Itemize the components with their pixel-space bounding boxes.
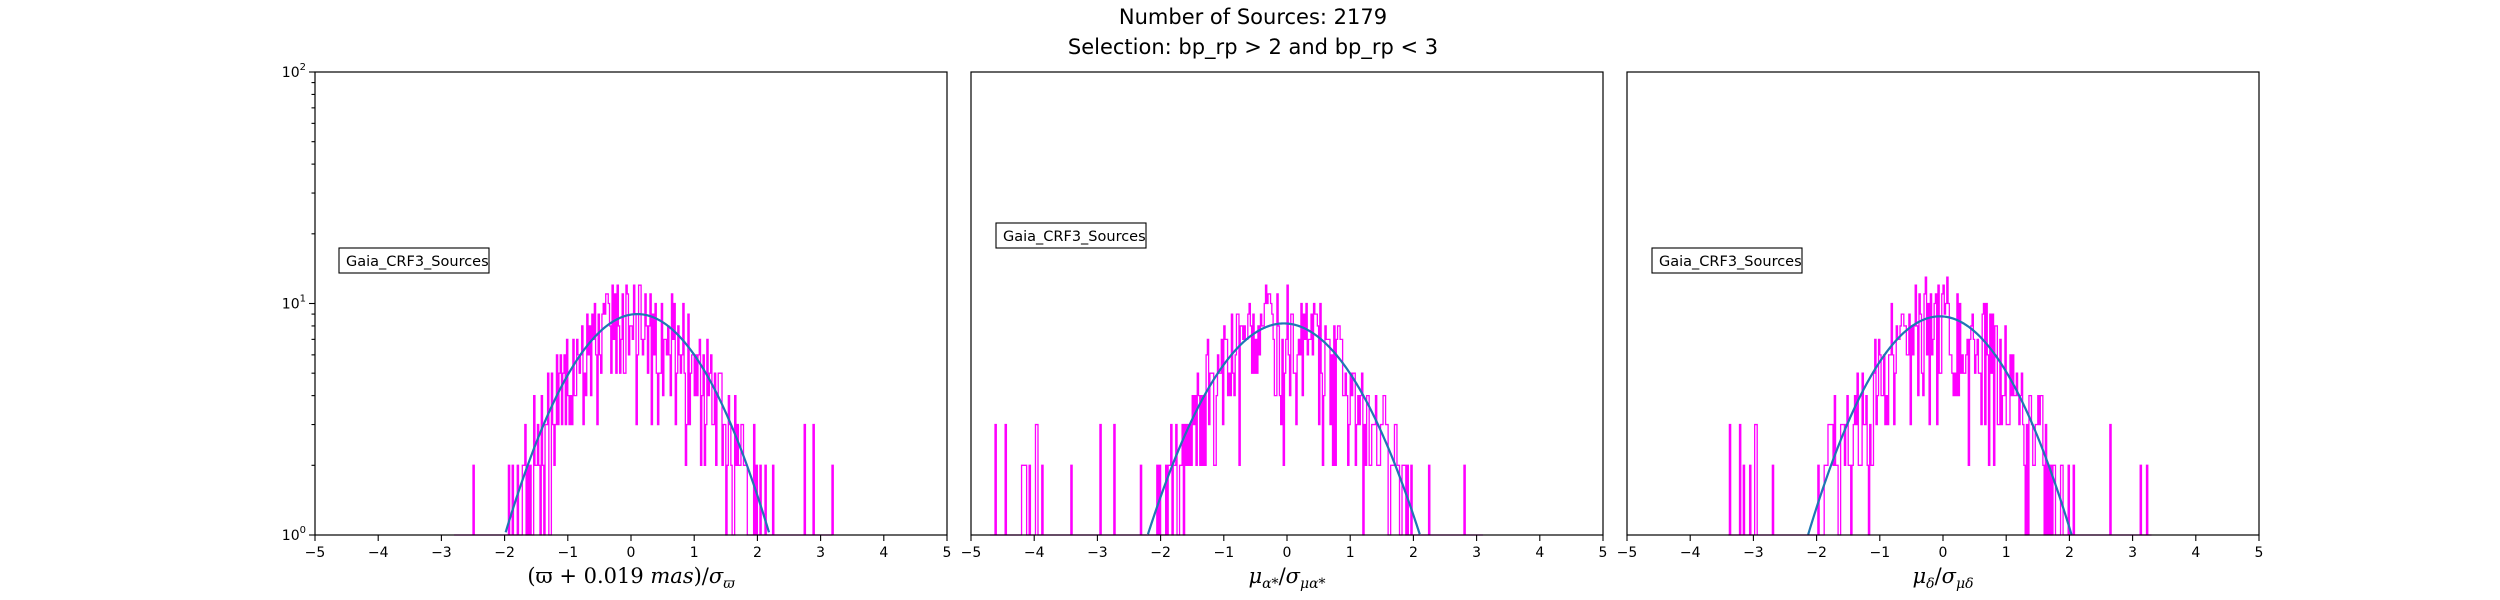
x-tick-label: −4 — [1024, 545, 1045, 561]
x-tick-label: −1 — [1869, 545, 1890, 561]
legend-label: Gaia_CRF3_Sources — [1659, 254, 1802, 270]
x-tick-label: 1 — [690, 545, 699, 561]
x-tick-label: −2 — [1150, 545, 1171, 561]
x-tick-label: −1 — [1213, 545, 1234, 561]
x-tick-label: 5 — [943, 545, 952, 561]
x-tick-label: −4 — [1680, 545, 1701, 561]
x-tick-label: 0 — [627, 545, 636, 561]
x-tick-label: 4 — [879, 545, 888, 561]
legend: Gaia_CRF3_Sources — [338, 247, 490, 274]
y-tick-label: 102 — [282, 62, 306, 81]
x-tick-label: 2 — [2065, 545, 2074, 561]
x-tick-label: 1 — [2002, 545, 2011, 561]
x-tick-label: −3 — [1743, 545, 1764, 561]
panel-parallax: −5 −4 −3 −2 −1 0 1 2 3 4 5 100 101 102 Gaia_CRF3_Sou… — [282, 62, 952, 592]
x-tick-label: 3 — [1472, 545, 1481, 561]
gaussian-fit-line — [504, 312, 771, 533]
gaussian-fit-series — [504, 312, 771, 533]
x-tick-label: 4 — [2191, 545, 2200, 561]
legend: Gaia_CRF3_Sources — [995, 222, 1147, 249]
plot-frame — [314, 71, 948, 536]
x-tick-label: −5 — [1617, 545, 1638, 561]
x-tick-label: −3 — [1087, 545, 1108, 561]
x-tick-label: 5 — [1599, 545, 1608, 561]
x-tick-label: −1 — [557, 545, 578, 561]
figure-title-line1: Number of Sources: 2179 — [1119, 5, 1387, 29]
legend-label: Gaia_CRF3_Sources — [1003, 229, 1146, 245]
x-tick-label: −4 — [368, 545, 389, 561]
plot-frame — [970, 71, 1604, 536]
legend-box — [338, 247, 490, 274]
x-tick-label: 2 — [753, 545, 762, 561]
plot-frame — [1626, 71, 2260, 536]
x-tick-label: −2 — [1806, 545, 1827, 561]
legend-label: Gaia_CRF3_Sources — [346, 254, 489, 270]
x-axis-ticks: −5 −4 −3 −2 −1 0 1 2 3 4 5 — [961, 535, 1608, 561]
x-axis-label: μα*/σμα* — [1248, 564, 1325, 592]
panel-pmdec: −5 −4 −3 −2 −1 0 1 2 3 4 5 Gaia_CRF3_Sources μδ/σμ… — [1617, 71, 2264, 592]
x-axis-ticks: −5 −4 −3 −2 −1 0 1 2 3 4 5 — [305, 535, 952, 561]
gaussian-fit-series — [1146, 322, 1421, 535]
legend: Gaia_CRF3_Sources — [1651, 247, 1803, 274]
x-tick-label: −5 — [961, 545, 982, 561]
x-tick-label: −2 — [494, 545, 515, 561]
y-axis-ticks: 100 101 102 — [282, 62, 315, 544]
legend-box — [995, 222, 1147, 249]
gaussian-fit-line — [1146, 322, 1421, 535]
x-tick-label: 3 — [2128, 545, 2137, 561]
legend-box — [1651, 247, 1803, 274]
x-tick-label: 2 — [1409, 545, 1418, 561]
y-tick-label: 101 — [282, 294, 306, 313]
x-tick-label: 0 — [1939, 545, 1948, 561]
gaussian-fit-line — [1807, 315, 2073, 535]
x-tick-label: 3 — [816, 545, 825, 561]
x-axis-ticks: −5 −4 −3 −2 −1 0 1 2 3 4 5 — [1617, 535, 2264, 561]
x-tick-label: 4 — [1535, 545, 1544, 561]
figure-title-line2: Selection: bp_rp > 2 and bp_rp < 3 — [1068, 35, 1438, 60]
x-tick-label: 5 — [2255, 545, 2264, 561]
x-tick-label: 0 — [1283, 545, 1292, 561]
y-tick-label: 100 — [282, 525, 306, 544]
gaussian-fit-series — [1807, 315, 2073, 535]
x-axis-label: μδ/σμδ — [1912, 564, 1973, 592]
x-tick-label: −3 — [431, 545, 452, 561]
x-tick-label: 1 — [1346, 545, 1355, 561]
x-axis-label: (ϖ + 0.019 mas)/σϖ — [527, 564, 735, 592]
x-tick-label: −5 — [305, 545, 326, 561]
panel-pmra: −5 −4 −3 −2 −1 0 1 2 3 4 5 Gaia_CRF3_Sources μα*/σ… — [961, 71, 1608, 592]
